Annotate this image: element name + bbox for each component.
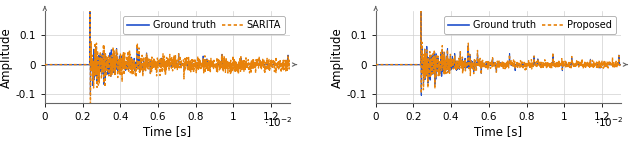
- Text: $\cdot10^{-2}$: $\cdot10^{-2}$: [595, 115, 623, 129]
- X-axis label: Time [s]: Time [s]: [474, 125, 522, 138]
- Legend: Ground truth, Proposed: Ground truth, Proposed: [444, 16, 616, 34]
- Y-axis label: Amplitude: Amplitude: [331, 27, 344, 88]
- Legend: Ground truth, SARITA: Ground truth, SARITA: [124, 16, 285, 34]
- Text: $\cdot10^{-2}$: $\cdot10^{-2}$: [264, 115, 292, 129]
- Y-axis label: Amplitude: Amplitude: [0, 27, 13, 88]
- X-axis label: Time [s]: Time [s]: [143, 125, 191, 138]
